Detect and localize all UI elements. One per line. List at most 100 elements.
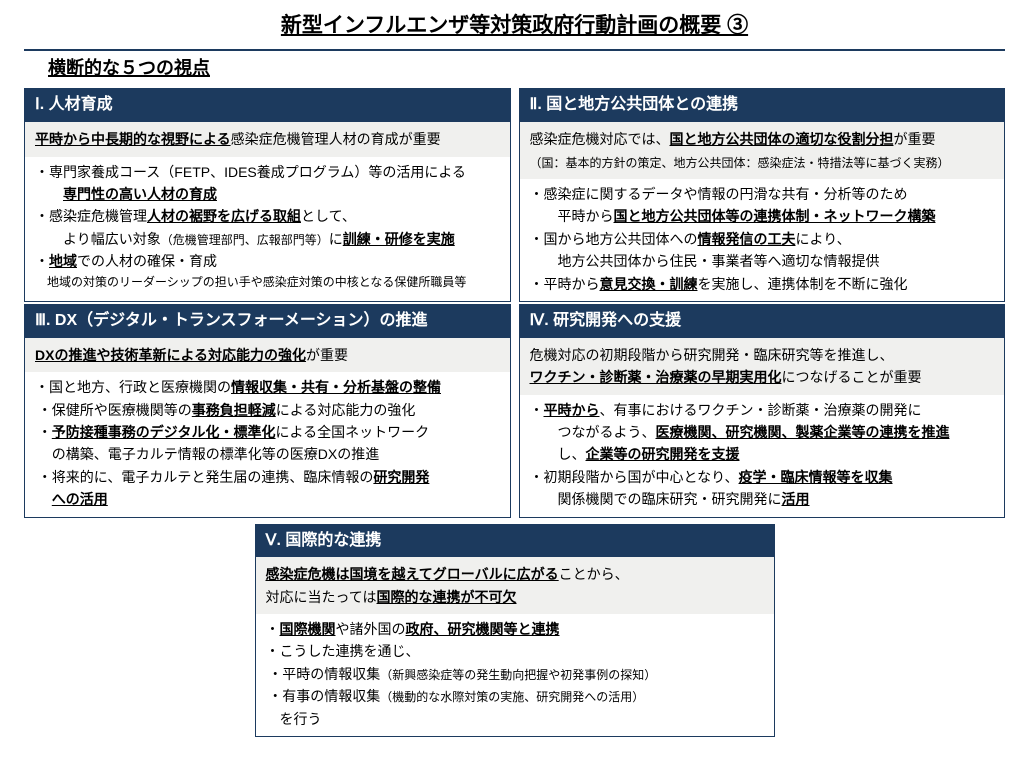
p3-s1: ・保健所や医療機関等の事務負担軽減による対応能力の強化 [35, 399, 500, 421]
p5-b1-em2: 政府、研究機関等と連携 [406, 621, 560, 637]
subtitle: 横断的な５つの視点 [48, 55, 210, 83]
p5-s2-a: ・有事の情報収集 [268, 688, 380, 704]
p5-b1-a: ・ [266, 621, 280, 637]
p1-lead-post: 感染症危機管理人材の育成が重要 [231, 131, 441, 147]
p3-s1-em: 事務負担軽減 [192, 402, 276, 418]
p3-b1-em: 情報収集・共有・分析基盤の整備 [231, 379, 441, 395]
p2-b3-b: を実施し、連携体制を不断に強化 [698, 276, 908, 292]
p4-b2-em2: 活用 [782, 491, 810, 507]
p3-s2-l2: の構築、電子カルテ情報の標準化等の医療DXの推進 [52, 446, 379, 462]
p2-lead-post: が重要 [894, 131, 936, 147]
p2-b2-l1a: ・国から地方公共団体への [530, 231, 698, 247]
panel-1-lead: 平時から中長期的な視野による感染症危機管理人材の育成が重要 [25, 122, 510, 156]
p2-b1-l2a: 平時から [544, 208, 614, 224]
p4-lead-post: につなげることが重要 [782, 369, 922, 385]
p2-lead-note: （国：基本的方針の策定、地方公共団体：感染症法・特措法等に基づく実務） [530, 156, 950, 170]
p3-s2-b: による全国ネットワーク [276, 424, 430, 440]
panel-4: Ⅳ. 研究開発への支援 危機対応の初期段階から研究開発・臨床研究等を推進し、 ワ… [519, 304, 1006, 518]
panel-2-lead: 感染症危機対応では、国と地方公共団体の適切な役割分担が重要 （国：基本的方針の策… [520, 122, 1005, 179]
p3-s1-a: ・保健所や医療機関等の [38, 402, 192, 418]
p5-b1: ・国際機関や諸外国の政府、研究機関等と連携 [266, 618, 764, 640]
panel-5-body: ・国際機関や諸外国の政府、研究機関等と連携 ・こうした連携を通じ、 ・平時の情報… [256, 614, 774, 736]
row-2: Ⅲ. DX（デジタル・トランスフォーメーション）の推進 DXの推進や技術革新によ… [24, 304, 1005, 518]
panel-1-body: ・専門家養成コース（FETP、IDES養成プログラム）等の活用による 専門性の高… [25, 157, 510, 298]
p4-b1-b: 、有事におけるワクチン・診断薬・治療薬の開発に [600, 402, 922, 418]
p5-lead-em2: 国際的な連携が不可欠 [377, 589, 517, 605]
p4-b1-em3: 企業等の研究開発を支援 [586, 446, 740, 462]
p1-lead-em: 平時から中長期的な視野による [35, 131, 231, 147]
p4-b1-em2: 医療機関、研究機関、製薬企業等の連携を推進 [656, 424, 950, 440]
p5-b1-b: や諸外国の [336, 621, 406, 637]
panels-grid: Ⅰ. 人材育成 平時から中長期的な視野による感染症危機管理人材の育成が重要 ・専… [24, 88, 1005, 737]
panel-4-header: Ⅳ. 研究開発への支援 [520, 305, 1005, 338]
p5-lead-l2a: 対応に当たっては [266, 589, 377, 605]
panel-5-lead: 感染症危機は国境を越えてグローバルに広がることから、 対応に当たっては国際的な連… [256, 557, 774, 614]
p4-b1: ・平時から、有事におけるワクチン・診断薬・治療薬の開発に つながるよう、医療機関… [530, 399, 995, 466]
p4-b2: ・初期段階から国が中心となり、疫学・臨床情報等を収集 関係機関での臨床研究・研究… [530, 466, 995, 511]
panel-4-body: ・平時から、有事におけるワクチン・診断薬・治療薬の開発に つながるよう、医療機関… [520, 395, 1005, 517]
panel-1: Ⅰ. 人材育成 平時から中長期的な視野による感染症危機管理人材の育成が重要 ・専… [24, 88, 511, 302]
p5-b3: を行う [266, 708, 764, 730]
p3-s2: ・予防接種事務のデジタル化・標準化による全国ネットワーク の構築、電子カルテ情報… [35, 421, 500, 466]
panel-3: Ⅲ. DX（デジタル・トランスフォーメーション）の推進 DXの推進や技術革新によ… [24, 304, 511, 518]
p3-b1: ・国と地方、行政と医療機関の情報収集・共有・分析基盤の整備 [35, 376, 500, 398]
p2-b1-em: 国と地方公共団体等の連携体制・ネットワーク構築 [614, 208, 936, 224]
p2-b1: ・感染症に関するデータや情報の円滑な共有・分析等のため 平時から国と地方公共団体… [530, 183, 995, 228]
p4-b1-em1: 平時から [544, 402, 600, 418]
p4-lead-em: ワクチン・診断薬・治療薬の早期実用化 [530, 369, 782, 385]
p2-b3-a: ・平時から [530, 276, 600, 292]
p1-b2-em2: 訓練・研修を実施 [343, 231, 455, 247]
p5-s1-note: （新興感染症等の発生動向把握や初発事例の探知） [380, 668, 656, 682]
p2-b2: ・国から地方公共団体への情報発信の工夫により、 地方公共団体から住民・事業者等へ… [530, 228, 995, 273]
panel-3-body: ・国と地方、行政と医療機関の情報収集・共有・分析基盤の整備 ・保健所や医療機関等… [25, 372, 510, 516]
p1-b2: ・感染症危機管理人材の裾野を広げる取組として、 より幅広い対象（危機管理部門、広… [35, 205, 500, 250]
p1-b3-post: での人材の確保・育成 [77, 253, 217, 269]
p1-b3-note: 地域の対策のリーダーシップの担い手や感染症対策の中核となる保健所職員等 [35, 273, 500, 292]
title-rule [24, 49, 1005, 51]
p4-b1-l2a: つながるよう、 [544, 424, 656, 440]
row-1: Ⅰ. 人材育成 平時から中長期的な視野による感染症危機管理人材の育成が重要 ・専… [24, 88, 1005, 302]
p2-b2-em: 情報発信の工夫 [698, 231, 796, 247]
p4-b1-a: ・ [530, 402, 544, 418]
p5-s2-note: （機動的な水際対策の実施、研究開発への活用） [380, 690, 644, 704]
p5-lead-em: 感染症危機は国境を越えてグローバルに広がる [266, 566, 559, 582]
panel-3-header: Ⅲ. DX（デジタル・トランスフォーメーション）の推進 [25, 305, 510, 338]
p1-b1-em: 専門性の高い人材の育成 [63, 186, 217, 202]
p4-lead-l1: 危機対応の初期段階から研究開発・臨床研究等を推進し、 [530, 347, 894, 363]
p2-b3-em: 意見交換・訓練 [600, 276, 698, 292]
p4-b2-em: 疫学・臨床情報等を収集 [739, 469, 893, 485]
panel-2-header: Ⅱ. 国と地方公共団体との連携 [520, 89, 1005, 122]
p3-s3-em2: への活用 [52, 491, 108, 507]
panel-1-header: Ⅰ. 人材育成 [25, 89, 510, 122]
p1-b2-pre: ・感染症危機管理 [35, 208, 147, 224]
p1-b3-pre: ・ [35, 253, 49, 269]
panel-5-header: Ⅴ. 国際的な連携 [256, 525, 774, 558]
p3-s3: ・将来的に、電子カルテと発生届の連携、臨床情報の研究開発への活用 [35, 466, 500, 511]
p2-b2-l2: 地方公共団体から住民・事業者等へ適切な情報提供 [544, 253, 880, 269]
p3-s2-em: 予防接種事務のデジタル化・標準化 [52, 424, 276, 440]
panel-5: Ⅴ. 国際的な連携 感染症危機は国境を越えてグローバルに広がることから、 対応に… [255, 524, 775, 738]
p5-lead-mid: ことから、 [559, 566, 629, 582]
p1-b3: ・地域での人材の確保・育成 [35, 250, 500, 272]
p3-s3-em: 研究開発 [373, 469, 429, 485]
p2-lead-pre: 感染症危機対応では、 [530, 131, 670, 147]
p1-b1: ・専門家養成コース（FETP、IDES養成プログラム）等の活用による 専門性の高… [35, 161, 500, 206]
p1-b2-l2a: より幅広い対象 [49, 231, 161, 247]
p3-lead-em: DXの推進や技術革新による対応能力の強化 [35, 347, 306, 363]
row-3: Ⅴ. 国際的な連携 感染症危機は国境を越えてグローバルに広がることから、 対応に… [24, 524, 1005, 738]
p1-b2-mid: として、 [301, 208, 356, 224]
p1-b3-em: 地域 [49, 253, 77, 269]
page-title: 新型インフルエンザ等対策政府行動計画の概要 ③ [24, 10, 1005, 43]
p3-s2-a: ・ [38, 424, 52, 440]
p5-b1-em1: 国際機関 [280, 621, 336, 637]
p5-b2: ・こうした連携を通じ、 [266, 640, 764, 662]
p1-b1-pre: ・専門家養成コース（FETP、IDES養成プログラム）等の活用による [35, 164, 466, 180]
panel-2: Ⅱ. 国と地方公共団体との連携 感染症危機対応では、国と地方公共団体の適切な役割… [519, 88, 1006, 302]
p3-s1-b: による対応能力の強化 [276, 402, 416, 418]
p5-s1-a: ・平時の情報収集 [268, 666, 380, 682]
p4-b2-a: ・初期段階から国が中心となり、 [530, 469, 739, 485]
p1-b2-small: （危機管理部門、広報部門等） [161, 233, 329, 247]
p3-b1-a: ・国と地方、行政と医療機関の [35, 379, 231, 395]
panel-2-body: ・感染症に関するデータや情報の円滑な共有・分析等のため 平時から国と地方公共団体… [520, 179, 1005, 301]
p1-b2-em: 人材の裾野を広げる取組 [147, 208, 301, 224]
